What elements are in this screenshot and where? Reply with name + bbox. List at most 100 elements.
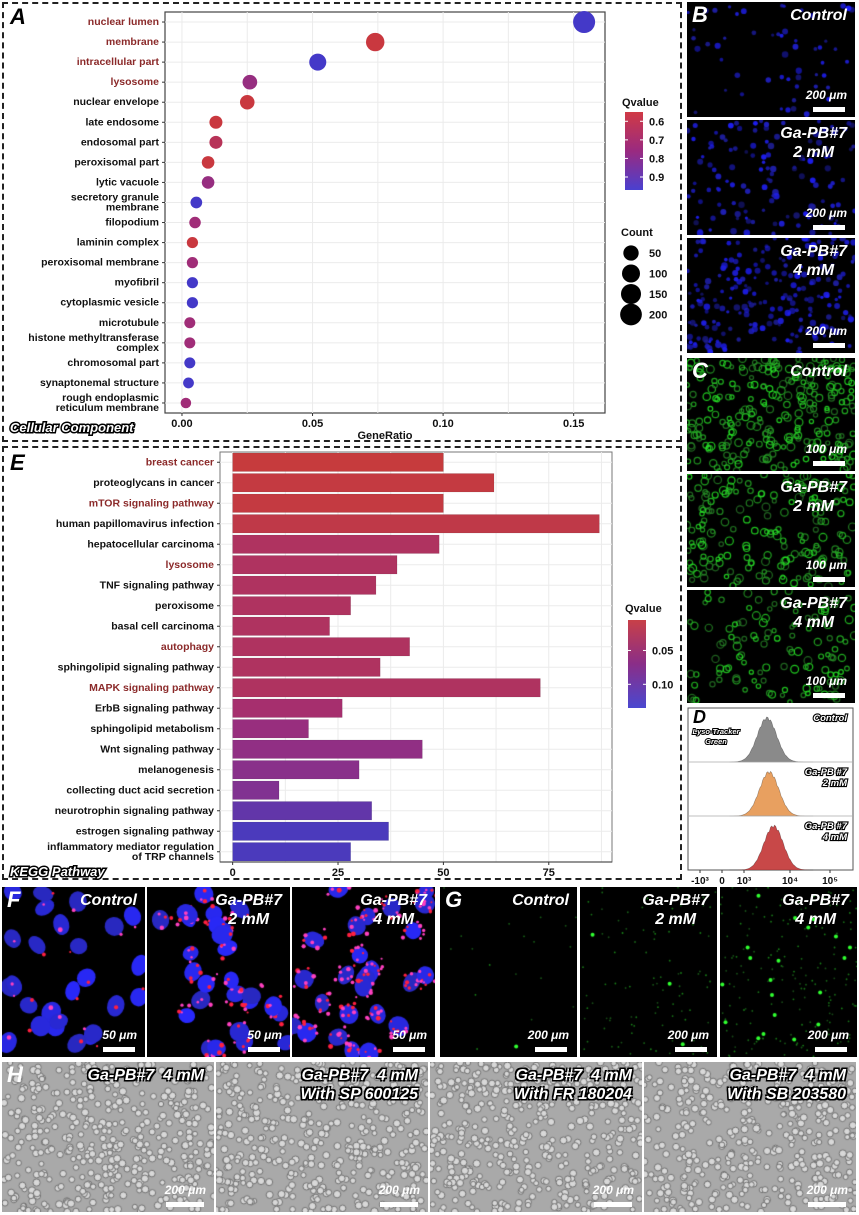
micrograph-image <box>2 887 145 1057</box>
micrograph-image <box>292 887 435 1057</box>
panel-a-frame <box>2 2 682 442</box>
y-tick-label: secretory granule membrane <box>71 191 159 213</box>
micrograph-f-3: Ga-PB#7 4 mM 50 μm <box>292 887 435 1057</box>
color-legend-bar <box>625 112 643 190</box>
color-legend-label: 0.10 <box>652 679 673 691</box>
x-axis-label: GeneRatio <box>357 430 412 442</box>
micrograph-c-2: Ga-PB#7 2 mM 100 μm <box>687 474 855 587</box>
micrograph-image <box>687 474 855 587</box>
size-legend-label: 150 <box>649 289 667 301</box>
data-point <box>189 216 201 229</box>
bar <box>232 821 389 841</box>
x-tick-label: 0 <box>719 876 725 885</box>
color-legend-title: Qvalue <box>625 603 662 615</box>
y-tick-label: laminin complex <box>77 236 159 248</box>
scale-bar-label: 200 μm <box>527 1028 569 1042</box>
bar <box>232 596 351 616</box>
corner-label: Cellular Component <box>10 420 134 435</box>
y-tick-label: MAPK signaling pathway <box>89 682 214 694</box>
data-point <box>365 32 385 52</box>
bar <box>232 493 444 513</box>
micrograph-image <box>687 120 855 235</box>
color-legend-label: 0.6 <box>649 116 664 128</box>
scale-bar <box>813 461 845 466</box>
bar <box>232 452 444 472</box>
micrograph-image <box>216 1062 428 1212</box>
panel-letter: F <box>7 887 21 912</box>
scale-bar <box>813 343 845 348</box>
bar <box>232 780 280 800</box>
y-tick-label-line: lysosome <box>166 559 215 571</box>
y-tick-label-line: sphingolipid signaling pathway <box>58 661 214 673</box>
series-label: Ga-PB #7 <box>805 767 848 778</box>
y-tick-label: breast cancer <box>146 456 214 468</box>
y-tick-label-line: membrane <box>106 36 159 48</box>
y-tick-label: TNF signaling pathway <box>100 579 215 591</box>
micrograph-image <box>147 887 290 1057</box>
y-tick-label: lysosome <box>111 76 160 88</box>
condition-label: Ga-PB#7 4 mM <box>360 892 427 928</box>
micrograph-b-1: Control 200 μm B <box>687 2 855 117</box>
histogram <box>729 824 814 871</box>
data-point <box>239 94 255 110</box>
data-point <box>184 337 196 349</box>
scale-bar <box>535 1047 567 1052</box>
condition-label: Ga-PB#7 4 mM <box>780 243 847 279</box>
micrograph-image <box>580 887 717 1057</box>
y-tick-label: human papillomavirus infection <box>56 518 214 530</box>
y-tick-label: endosomal part <box>81 136 160 148</box>
y-tick-label-line: complex <box>116 342 159 354</box>
y-tick-label: ErbB signaling pathway <box>95 702 214 714</box>
y-tick-label-line: microtubule <box>99 317 159 329</box>
series-label: 2 mM <box>822 778 848 789</box>
panel-d-letter: D <box>693 707 706 727</box>
bar <box>232 801 373 821</box>
y-tick-label-line: TNF signaling pathway <box>100 579 215 591</box>
micrograph-c-3: Ga-PB#7 4 mM 100 μm <box>687 590 855 703</box>
x-tick-label: 10³ <box>737 876 752 885</box>
micrograph-h-2: Ga-PB#7 4 mM With SP 600125 200 μm <box>216 1062 428 1212</box>
size-legend-label: 100 <box>649 269 667 281</box>
y-tick-label: hepatocellular carcinoma <box>87 538 214 550</box>
panel-e-bar-chart: breast cancer proteoglycans in cancer mTOR… <box>9 451 673 881</box>
scale-bar-label: 100 μm <box>805 674 847 688</box>
scale-bar-label: 200 μm <box>592 1183 634 1197</box>
y-tick-label-line: nuclear envelope <box>73 96 159 108</box>
scale-bar <box>248 1047 280 1052</box>
y-tick-label-line: nuclear lumen <box>88 16 159 28</box>
micrograph-b-2: Ga-PB#7 2 mM 200 μm <box>687 120 855 235</box>
data-point <box>180 397 192 409</box>
series-label: Control <box>813 713 847 724</box>
scale-bar-label: 200 μm <box>805 206 847 220</box>
size-legend-dot <box>620 283 642 305</box>
data-point <box>186 297 199 309</box>
y-tick-label-line: peroxisomal membrane <box>41 256 159 268</box>
data-point <box>242 74 258 90</box>
micrograph-g-1: Control 200 μm G <box>440 887 577 1057</box>
data-point <box>190 196 203 209</box>
y-tick-label: autophagy <box>161 641 214 653</box>
condition-label: Ga-PB#7 2 mM <box>215 892 282 928</box>
condition-label: Control <box>790 363 847 380</box>
scale-bar-label: 200 μm <box>164 1183 206 1197</box>
y-tick-label-line: hepatocellular carcinoma <box>87 538 214 550</box>
x-tick-label: 10⁴ <box>782 876 798 885</box>
corner-label: KEGG Pathway <box>10 864 105 879</box>
y-tick-label: cytoplasmic vesicle <box>60 297 159 309</box>
micrograph-h-1: Ga-PB#7 4 mM 200 μm H <box>2 1062 214 1212</box>
series-label: Ga-PB #7 <box>805 821 848 832</box>
micrograph-image <box>687 238 855 353</box>
y-tick-label-line: Wnt signaling pathway <box>100 743 214 755</box>
size-legend-label: 50 <box>649 248 661 260</box>
x-tick-label: 0.05 <box>302 418 323 430</box>
y-tick-label-line: membrane <box>106 201 159 213</box>
y-tick-label-line: reticulum membrane <box>56 402 159 414</box>
x-tick-label: 75 <box>543 867 555 879</box>
condition-label: Ga-PB#7 4 mM With FR 180204 <box>513 1067 632 1103</box>
y-tick-label-line: myofibril <box>115 276 159 288</box>
plot-area <box>164 11 606 414</box>
data-point <box>309 53 327 71</box>
scale-bar <box>166 1202 204 1207</box>
micrograph-h-3: Ga-PB#7 4 mM With FR 180204 200 μm <box>430 1062 642 1212</box>
